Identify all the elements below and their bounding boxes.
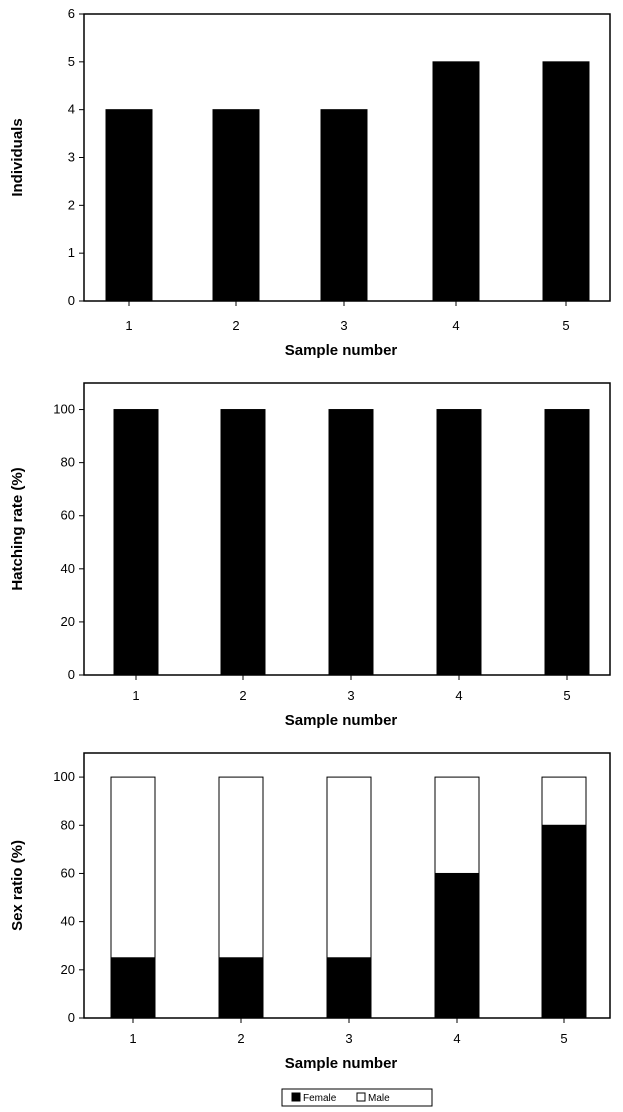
y-axis-title: Individuals xyxy=(9,118,26,196)
bar-2 xyxy=(212,109,260,302)
legend: Female Male xyxy=(281,1088,433,1107)
bar-male-2 xyxy=(218,776,264,959)
bar-female-5 xyxy=(541,824,587,1019)
y-tick-label: 1 xyxy=(68,245,75,260)
x-tick-label: 3 xyxy=(340,318,347,333)
bar-male-5 xyxy=(541,776,587,826)
bar-3 xyxy=(320,109,368,302)
y-tick-label: 80 xyxy=(61,455,75,470)
legend-swatch-female xyxy=(291,1092,301,1102)
x-axis-title: Sample number xyxy=(285,1055,398,1072)
x-tick-label: 3 xyxy=(345,1031,352,1046)
bar-female-4 xyxy=(434,872,480,1019)
bar-female-3 xyxy=(326,957,372,1019)
y-tick-label: 0 xyxy=(68,667,75,682)
x-tick-label: 2 xyxy=(239,688,246,703)
y-tick-label: 0 xyxy=(68,1010,75,1025)
y-tick-label: 0 xyxy=(68,293,75,308)
y-tick-label: 3 xyxy=(68,150,75,165)
x-tick-label: 1 xyxy=(125,318,132,333)
hatching-rate-chart: 0 20 40 60 80 100 1 2 3 4 5 Sample number Hatching r… xyxy=(9,382,611,729)
x-axis-title: Sample number xyxy=(285,342,398,359)
legend-swatch-male xyxy=(356,1092,366,1102)
legend-label-female: Female xyxy=(303,1093,337,1104)
bar-4 xyxy=(436,409,482,676)
y-tick-label: 60 xyxy=(61,508,75,523)
x-tick-label: 5 xyxy=(563,688,570,703)
x-tick-label: 3 xyxy=(347,688,354,703)
bar-1 xyxy=(105,109,153,302)
x-axis-title: Sample number xyxy=(285,712,398,729)
legend-label-male: Male xyxy=(368,1093,390,1104)
x-tick-label: 5 xyxy=(562,318,569,333)
x-tick-label: 4 xyxy=(455,688,462,703)
x-tick-label: 2 xyxy=(237,1031,244,1046)
bar-female-1 xyxy=(110,957,156,1019)
sex-ratio-chart: 0 20 40 60 80 100 1 2 3 4 5 Sample number Sex ratio … xyxy=(9,752,611,1072)
bar-3 xyxy=(328,409,374,676)
x-tick-label: 5 xyxy=(560,1031,567,1046)
y-axis-title: Hatching rate (%) xyxy=(9,467,26,590)
individuals-chart: 0 1 2 3 4 5 6 1 2 3 4 5 Sample number Individuals xyxy=(9,6,611,359)
y-tick-label: 6 xyxy=(68,6,75,21)
bar-male-4 xyxy=(434,776,480,874)
y-tick-label: 40 xyxy=(61,914,75,929)
y-tick-label: 4 xyxy=(68,102,75,117)
y-tick-label: 100 xyxy=(53,402,75,417)
x-tick-label: 4 xyxy=(453,1031,460,1046)
y-tick-label: 2 xyxy=(68,197,75,212)
plot-frame xyxy=(83,752,611,1019)
y-tick-label: 60 xyxy=(61,865,75,880)
y-tick-label: 40 xyxy=(61,561,75,576)
y-tick-label: 20 xyxy=(61,614,75,629)
bar-male-3 xyxy=(326,776,372,959)
bar-5 xyxy=(542,61,590,302)
y-tick-label: 20 xyxy=(61,962,75,977)
y-tick-label: 5 xyxy=(68,54,75,69)
bar-2 xyxy=(220,409,266,676)
bar-1 xyxy=(113,409,159,676)
bar-female-2 xyxy=(218,957,264,1019)
bar-5 xyxy=(544,409,590,676)
x-tick-label: 4 xyxy=(452,318,459,333)
bar-male-1 xyxy=(110,776,156,959)
x-tick-label: 2 xyxy=(232,318,239,333)
x-tick-label: 1 xyxy=(132,688,139,703)
y-axis-title: Sex ratio (%) xyxy=(9,840,26,931)
x-tick-label: 1 xyxy=(129,1031,136,1046)
bar-4 xyxy=(432,61,480,302)
y-tick-label: 100 xyxy=(53,769,75,784)
y-tick-label: 80 xyxy=(61,817,75,832)
plot-frame xyxy=(83,382,611,676)
